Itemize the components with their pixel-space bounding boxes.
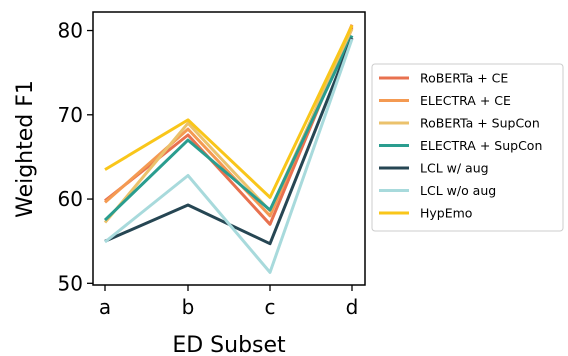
series-line-6 [104, 24, 354, 199]
legend-frame [371, 63, 564, 232]
legend-label: RoBERTa + CE [420, 71, 508, 86]
y-tick-label: 70 [58, 103, 83, 127]
x-axis: a b c d [99, 285, 358, 319]
y-tick-label: 60 [58, 187, 83, 211]
legend-item: HypEmo [379, 206, 472, 221]
legend-item: ELECTRA + CE [379, 93, 511, 108]
legend-label: RoBERTa + SupCon [420, 116, 540, 131]
legend-item: RoBERTa + CE [379, 71, 508, 86]
x-tick-label: c [265, 295, 276, 319]
y-axis: 50 60 70 80 [58, 19, 93, 295]
legend-label: LCL w/ aug [420, 161, 489, 176]
x-tick-label: a [99, 295, 111, 319]
series-lines [103, 24, 354, 274]
legend-item: ELECTRA + SupCon [379, 138, 542, 153]
series-line-3 [103, 34, 354, 222]
y-axis-label: Weighted F1 [13, 80, 38, 218]
series-line-5 [104, 38, 354, 274]
y-tick-label: 80 [58, 19, 83, 43]
x-axis-label: ED Subset [172, 333, 286, 356]
y-tick-label: 50 [58, 271, 83, 295]
legend-label: LCL w/o aug [420, 183, 496, 198]
legend-item: LCL w/o aug [379, 183, 496, 198]
plot-frame [92, 11, 366, 286]
series-line-0 [104, 26, 354, 226]
legend-label: HypEmo [420, 206, 472, 221]
legend-label: ELECTRA + CE [420, 93, 511, 108]
legend-item: LCL w/ aug [379, 161, 489, 176]
x-tick-label: d [346, 295, 359, 319]
series-line-2 [103, 28, 354, 224]
series-line-1 [104, 24, 354, 218]
legend-label: ELECTRA + SupCon [420, 138, 542, 153]
x-tick-label: b [182, 295, 195, 319]
legend-item: RoBERTa + SupCon [379, 116, 540, 131]
legend: RoBERTa + CE ELECTRA + CE RoBERTa + SupCon… [371, 63, 564, 232]
